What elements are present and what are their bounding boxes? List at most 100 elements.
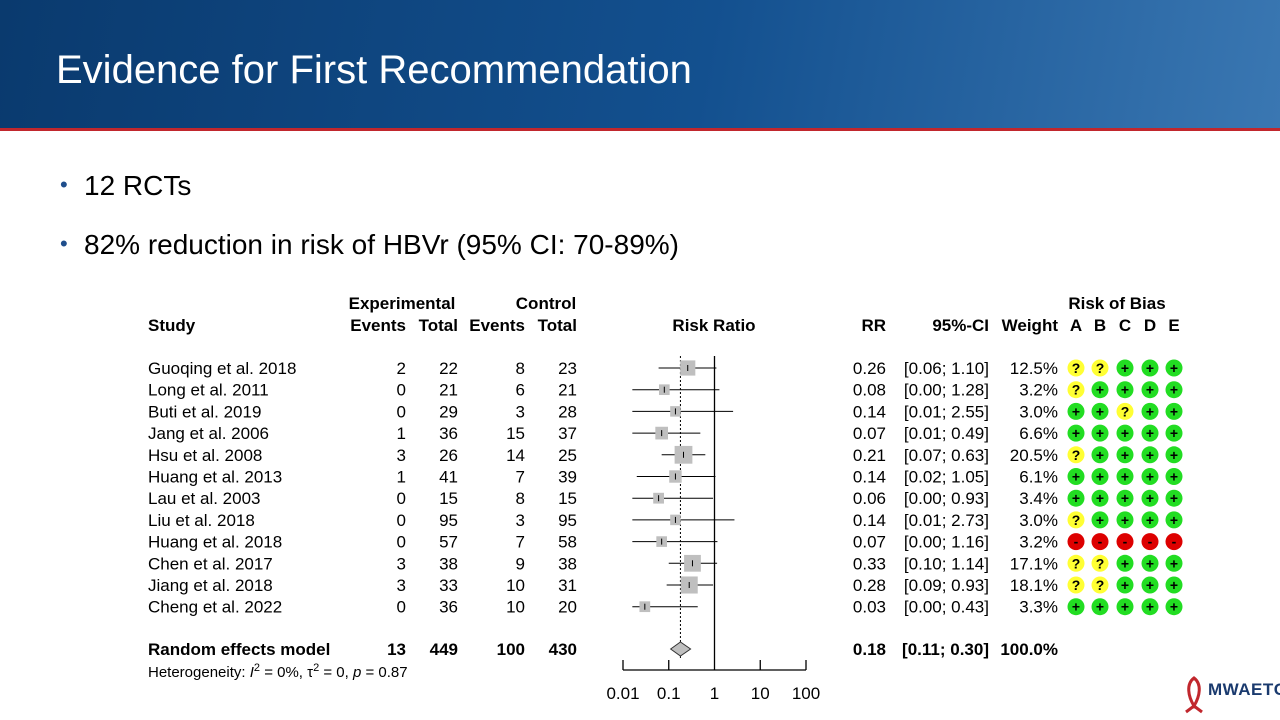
- rob-judgement-symbol: +: [1121, 577, 1129, 593]
- rob-judgement-symbol: +: [1146, 382, 1154, 398]
- bullet-item-1: • 12 RCTs: [60, 168, 191, 203]
- rr-value: 0.08: [853, 381, 886, 400]
- rob-judgement-symbol: -: [1148, 534, 1153, 550]
- exp-events-value: 3: [397, 576, 406, 595]
- ci-value: [0.00; 0.43]: [904, 598, 989, 617]
- rob-judgement-dot: [1141, 554, 1159, 572]
- ci-value: [0.02; 1.05]: [904, 468, 989, 487]
- x-axis-tick-label: 0.1: [657, 684, 681, 703]
- ctrl-events-value: 7: [516, 533, 525, 552]
- rob-judgement-dot: [1116, 554, 1134, 572]
- header-rob-B: B: [1094, 316, 1106, 335]
- ctrl-total-value: 25: [558, 446, 577, 465]
- ctrl-events-value: 6: [516, 381, 525, 400]
- ctrl-events-value: 14: [506, 446, 525, 465]
- weight-value: 20.5%: [1010, 446, 1058, 465]
- ctrl-total-value: 20: [558, 598, 577, 617]
- ctrl-total-value: 21: [558, 381, 577, 400]
- weight-value: 18.1%: [1010, 576, 1058, 595]
- exp-events-value: 0: [397, 533, 406, 552]
- heterogeneity-part: I: [250, 664, 254, 681]
- rob-judgement-symbol: +: [1072, 469, 1080, 485]
- rob-judgement-symbol: -: [1172, 534, 1177, 550]
- rob-judgement-dot: [1091, 598, 1109, 616]
- rob-judgement-dot: [1091, 359, 1109, 377]
- rob-judgement-dot: [1067, 424, 1085, 442]
- rob-judgement-symbol: +: [1170, 447, 1178, 463]
- rr-value: 0.33: [853, 554, 886, 573]
- rr-value: 0.21: [853, 446, 886, 465]
- exp-events-value: 1: [397, 468, 406, 487]
- rob-judgement-symbol: ?: [1096, 577, 1105, 593]
- weight-value: 12.5%: [1010, 359, 1058, 378]
- summary-ci: [0.11; 0.30]: [902, 640, 989, 659]
- rob-judgement-symbol: +: [1146, 360, 1154, 376]
- rob-judgement-symbol: +: [1096, 447, 1104, 463]
- rob-judgement-dot: [1091, 533, 1109, 551]
- rob-judgement-symbol: +: [1146, 469, 1154, 485]
- bullet-dot-icon: •: [60, 231, 68, 256]
- ctrl-total-value: 28: [558, 402, 577, 421]
- study-name: Chen et al. 2017: [148, 554, 273, 573]
- rr-value: 0.28: [853, 576, 886, 595]
- header-risk-of-bias: Risk of Bias: [1068, 294, 1165, 313]
- rob-judgement-symbol: +: [1121, 382, 1129, 398]
- rob-judgement-symbol: +: [1121, 599, 1129, 615]
- weight-value: 3.0%: [1019, 511, 1058, 530]
- rob-judgement-dot: [1116, 424, 1134, 442]
- exp-events-value: 0: [397, 381, 406, 400]
- exp-total-value: 57: [439, 533, 458, 552]
- rob-judgement-dot: [1165, 359, 1183, 377]
- header-rob-E: E: [1168, 316, 1179, 335]
- exp-total-value: 38: [439, 554, 458, 573]
- rob-judgement-symbol: +: [1146, 425, 1154, 441]
- rob-judgement-dot: [1091, 446, 1109, 464]
- ci-value: [0.06; 1.10]: [904, 359, 989, 378]
- rob-judgement-dot: [1116, 381, 1134, 399]
- study-name: Huang et al. 2018: [148, 533, 282, 552]
- rob-judgement-symbol: ?: [1096, 555, 1105, 571]
- rob-judgement-dot: [1067, 598, 1085, 616]
- rr-value: 0.26: [853, 359, 886, 378]
- ctrl-events-value: 8: [516, 359, 525, 378]
- rr-value: 0.06: [853, 489, 886, 508]
- study-name: Cheng et al. 2022: [148, 598, 282, 617]
- heterogeneity-part: τ: [307, 664, 313, 681]
- header-experimental: Experimental: [349, 294, 456, 313]
- ctrl-events-value: 8: [516, 489, 525, 508]
- rob-judgement-dot: [1141, 468, 1159, 485]
- ci-value: [0.10; 1.14]: [904, 554, 989, 573]
- rob-judgement-dot: [1141, 381, 1159, 399]
- rob-judgement-symbol: +: [1170, 469, 1178, 485]
- rob-judgement-dot: [1067, 381, 1085, 399]
- rr-value: 0.14: [853, 511, 886, 530]
- heterogeneity-part: = 0.87: [361, 664, 407, 681]
- rob-judgement-symbol: ?: [1072, 360, 1081, 376]
- rob-judgement-symbol: +: [1170, 577, 1178, 593]
- weight-value: 17.1%: [1010, 554, 1058, 573]
- rob-judgement-dot: [1091, 554, 1109, 572]
- rob-judgement-dot: [1067, 468, 1085, 485]
- rob-judgement-dot: [1067, 576, 1085, 594]
- ctrl-events-value: 10: [506, 576, 525, 595]
- rob-judgement-symbol: +: [1121, 360, 1129, 376]
- rob-judgement-dot: [1091, 402, 1109, 420]
- rob-judgement-symbol: ?: [1072, 382, 1081, 398]
- rob-judgement-symbol: +: [1096, 490, 1104, 506]
- ctrl-total-value: 15: [558, 489, 577, 508]
- ctrl-total-value: 39: [558, 468, 577, 487]
- rr-value: 0.14: [853, 402, 886, 421]
- header-accent-line: [0, 128, 1280, 131]
- rob-judgement-dot: [1091, 381, 1109, 399]
- rob-judgement-dot: [1067, 489, 1085, 507]
- exp-total-value: 22: [439, 359, 458, 378]
- ctrl-total-value: 37: [558, 424, 577, 443]
- header-exp-total: Total: [419, 316, 458, 335]
- exp-total-value: 15: [439, 489, 458, 508]
- study-name: Huang et al. 2013: [148, 468, 282, 487]
- heterogeneity-part: 2: [254, 662, 260, 674]
- x-axis-tick-label: 10: [751, 684, 770, 703]
- bullet-text-2: 82% reduction in risk of HBVr (95% CI: 7…: [84, 229, 679, 260]
- heterogeneity-part: p: [352, 664, 361, 681]
- rob-judgement-dot: [1165, 511, 1183, 529]
